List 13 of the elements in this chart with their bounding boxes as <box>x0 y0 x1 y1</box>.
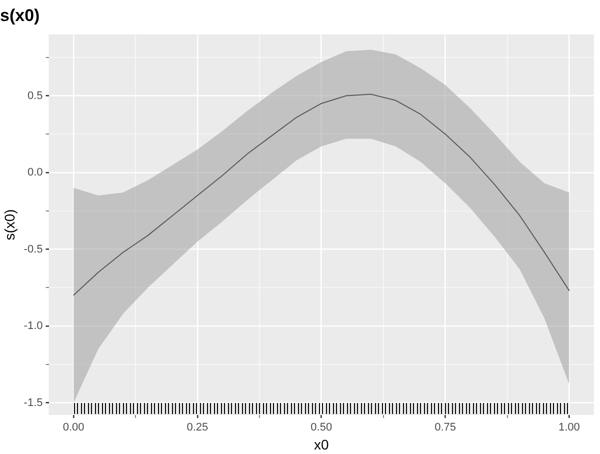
y-tick-label: -1.0 <box>24 320 43 332</box>
x-tick-label: 0.25 <box>186 422 208 434</box>
x-tick-label: 1.00 <box>558 422 580 434</box>
y-tick-label: 0.5 <box>27 90 43 102</box>
chart-title: s(x0) <box>0 6 40 25</box>
x-tick-label: 0.50 <box>310 422 332 434</box>
x-tick-label: 0.75 <box>434 422 456 434</box>
y-tick-label: -1.5 <box>24 396 43 409</box>
y-axis-title: s(x0) <box>1 209 18 240</box>
x-axis-title: x0 <box>314 436 329 452</box>
y-tick-label: -0.5 <box>24 243 43 256</box>
x-tick-label: 0.00 <box>62 422 84 434</box>
y-tick-label: 0.0 <box>27 166 43 179</box>
